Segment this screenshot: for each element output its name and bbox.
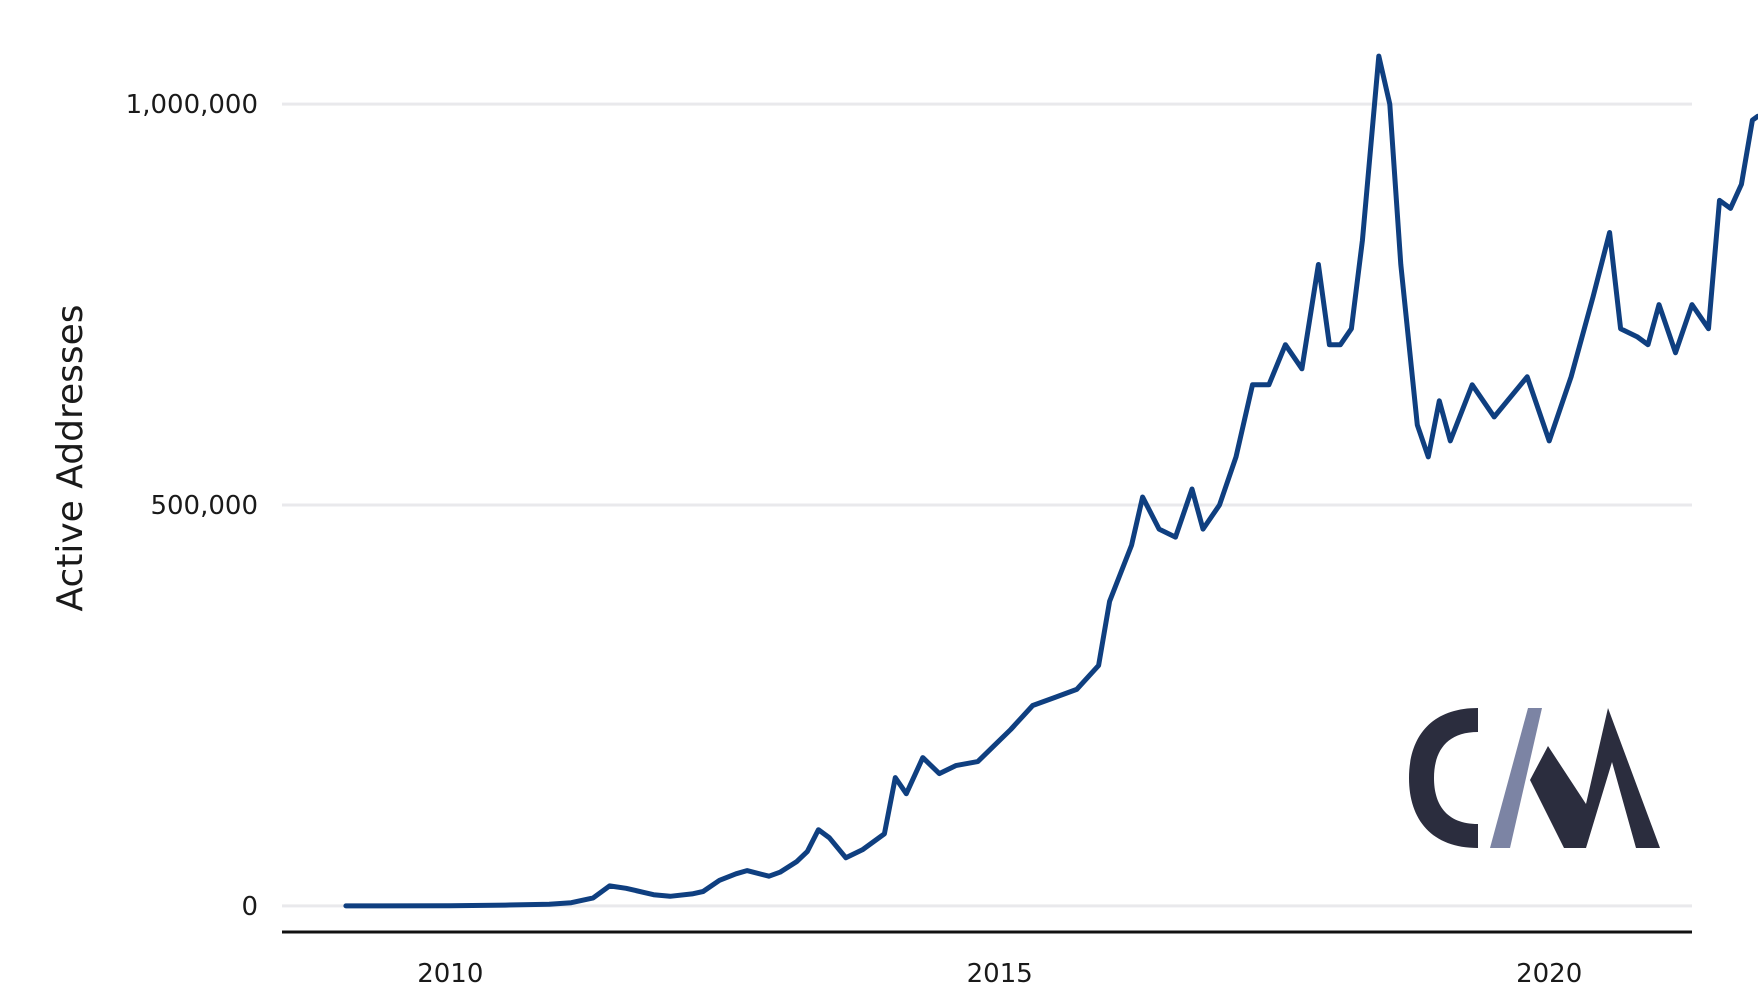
- y-tick-label: 1,000,000: [126, 90, 258, 120]
- y-axis-title: Active Addresses: [50, 304, 91, 611]
- logo-c-shape: [1409, 708, 1478, 848]
- x-axis-ticks: 2010 2015 2020: [417, 959, 1582, 989]
- logo-slash-shape: [1490, 708, 1542, 848]
- series-line-active-addresses: [343, 53, 1758, 909]
- gridlines: [282, 102, 1692, 908]
- y-axis-ticks: 0 500,000 1,000,000: [126, 90, 258, 922]
- cm-logo: [1409, 708, 1660, 848]
- logo-m-shape: [1530, 708, 1660, 848]
- y-tick-label: 500,000: [150, 491, 258, 521]
- y-tick-label: 0: [241, 892, 258, 922]
- x-tick-label: 2015: [967, 959, 1033, 989]
- x-tick-label: 2020: [1516, 959, 1582, 989]
- x-tick-label: 2010: [417, 959, 483, 989]
